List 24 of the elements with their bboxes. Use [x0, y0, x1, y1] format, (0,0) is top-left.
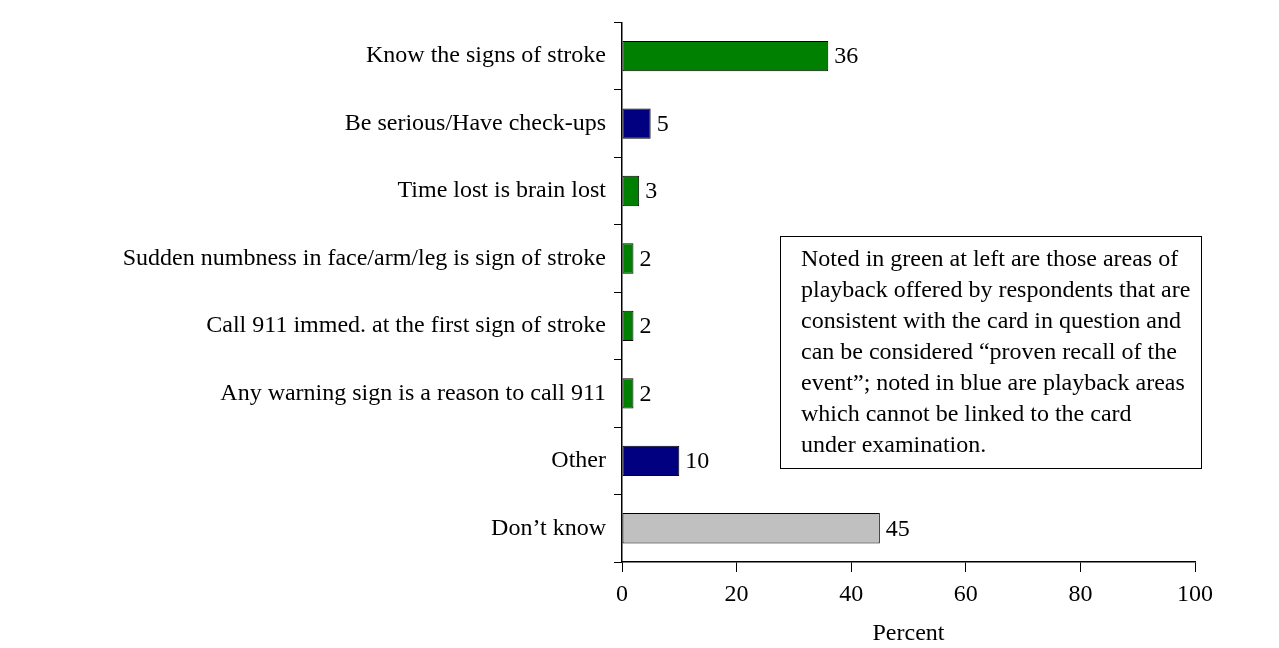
y-tick-label: Time lost is brain lost — [397, 176, 607, 203]
annotation: Noted in green at left are those areas of playback offered by respondents that are consistent with the card in question and can be considered “proven recall of the event”; noted in blue are playback areas which cannot be linked to the card under examination. — [780, 236, 1202, 469]
data-label: 36 — [834, 42, 859, 69]
y-tick-label: Other — [551, 446, 606, 473]
data-label: 2 — [639, 312, 652, 339]
data-label: 2 — [639, 244, 652, 271]
data-label: 10 — [685, 447, 710, 474]
x-axis-title: Percent — [872, 618, 945, 645]
x-tick-label: 60 — [953, 579, 978, 606]
x-tick-label: 100 — [1177, 579, 1213, 606]
y-tick-label: Call 911 immed. at the first sign of stroke — [206, 311, 606, 338]
x-tick-label: 0 — [616, 579, 628, 606]
data-label: 5 — [656, 109, 669, 136]
data-label: 45 — [885, 514, 910, 541]
y-tick-label: Don’t know — [491, 513, 607, 540]
x-tick-label: 20 — [724, 579, 749, 606]
data-label: 2 — [639, 379, 652, 406]
y-tick-label: Any warning sign is a reason to call 911 — [220, 378, 606, 405]
x-tick-label: 80 — [1068, 579, 1093, 606]
x-tick-label: 40 — [839, 579, 864, 606]
y-tick-label: Sudden numbness in face/arm/leg is sign of stroke — [122, 243, 606, 270]
y-tick-label: Know the signs of stroke — [366, 41, 606, 68]
y-tick-label: Be serious/Have check-ups — [344, 108, 606, 135]
data-label: 3 — [645, 177, 658, 204]
